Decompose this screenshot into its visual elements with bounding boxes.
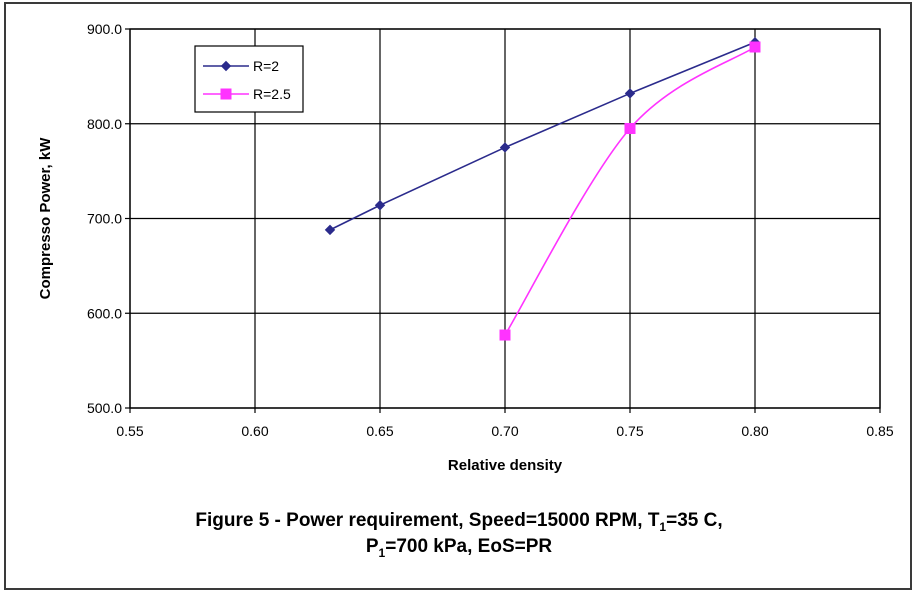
series-1-point [324, 224, 336, 236]
x-tick-label: 0.55 [116, 423, 143, 439]
figure-caption: Figure 5 - Power requirement, Speed=1500… [0, 508, 918, 560]
x-tick-label: 0.85 [866, 423, 893, 439]
y-tick-label: 700.0 [87, 211, 122, 227]
figure-frame [4, 2, 912, 590]
series-1-point [499, 142, 511, 153]
series-1-point [374, 200, 386, 211]
chart: 0.55 0.60 0.65 0.70 0.75 0.80 0.85 500.0 600.0 70… [37, 21, 894, 474]
caption-line-1: Figure 5 - Power requirement, Speed=1500… [0, 508, 918, 534]
caption-line-2: P1=700 kPa, EoS=PR [0, 534, 918, 560]
x-tick-label: 0.60 [241, 423, 268, 439]
series-line-1 [329, 41, 756, 231]
series-2-point [624, 122, 636, 134]
legend-swatch-marker [220, 88, 232, 100]
caption-subscript: 1 [378, 545, 386, 560]
caption-text: =700 kPa, EoS=PR [385, 536, 553, 557]
y-tick-label: 500.0 [87, 400, 122, 416]
y-tick-label: 800.0 [87, 116, 122, 132]
legend-box [194, 45, 304, 113]
caption-text: =35 C, [666, 510, 723, 531]
series-2-point [749, 41, 761, 53]
caption-text: P [365, 536, 379, 557]
x-tick-label: 0.70 [491, 423, 518, 439]
legend-swatch-marker [220, 60, 232, 72]
x-tick-label: 0.80 [741, 423, 768, 439]
caption-text: Figure 5 - Power requirement, Speed=1500… [195, 510, 660, 531]
series-2-point [499, 329, 511, 341]
y-tick-label: 600.0 [87, 305, 122, 321]
x-tick-label: 0.65 [366, 423, 393, 439]
x-tick-label: 0.75 [616, 423, 643, 439]
caption-subscript: 1 [659, 519, 667, 534]
legend-label: R=2 [253, 58, 279, 74]
axes: 0.55 0.60 0.65 0.70 0.75 0.80 0.85 500.0 600.0 70… [87, 21, 894, 439]
series-layer [324, 37, 761, 341]
legend: R=2 R=2.5 [194, 45, 304, 113]
x-axis-title: Relative density [448, 457, 563, 474]
series-1-point [624, 88, 636, 99]
y-axis-title: Compresso Power, kW [37, 137, 54, 300]
plot-area-border [129, 28, 881, 409]
y-tick-label: 900.0 [87, 21, 122, 37]
legend-label: R=2.5 [253, 86, 291, 102]
